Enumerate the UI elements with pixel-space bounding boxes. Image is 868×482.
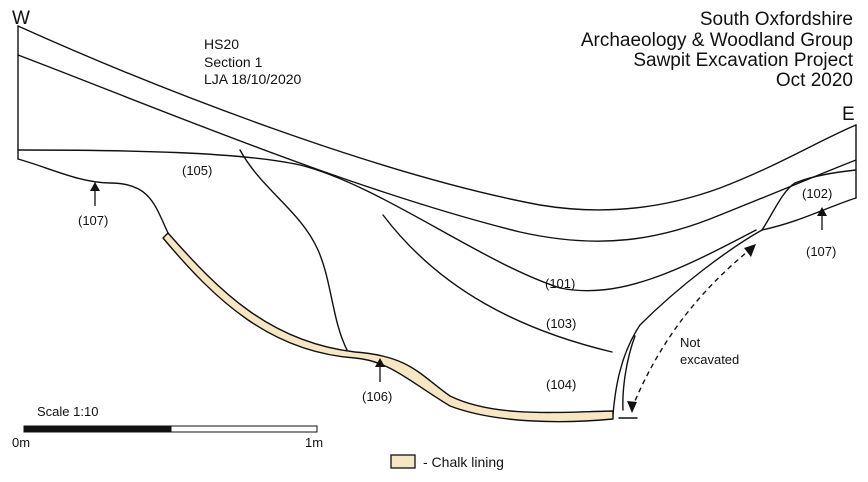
scale-label: Scale 1:10 <box>37 404 98 419</box>
context-106-label: (106) <box>362 389 392 404</box>
info-block: HS20 Section 1 LJA 18/10/2020 <box>204 36 302 87</box>
context-104-label: (104) <box>546 377 576 392</box>
layer-107-right-line <box>761 197 857 231</box>
not-excavated-line-1: Not <box>680 335 701 350</box>
not-excavated-arrow-head-down <box>627 401 637 413</box>
not-excavated-line-2: excavated <box>680 352 739 367</box>
scale-bar-black-segment <box>23 425 172 433</box>
context-103-label: (103) <box>546 316 576 331</box>
context-102-label: (102) <box>802 186 832 201</box>
section-bottom-line <box>17 158 169 234</box>
fill-interface-line <box>239 149 348 351</box>
legend-chalk-swatch <box>390 454 416 469</box>
cut-edge-right-line <box>612 229 763 416</box>
info-line-3: LJA 18/10/2020 <box>204 71 302 87</box>
scale-end-label: 1m <box>305 435 323 450</box>
context-107-right-label: (107) <box>806 244 836 259</box>
cut-edge-lower-line <box>622 335 636 411</box>
legend-chalk-label: - Chalk lining <box>423 454 504 470</box>
pointer-106-head <box>375 358 385 367</box>
not-excavated-dashed-arrow <box>631 247 753 409</box>
info-line-2: Section 1 <box>204 54 263 70</box>
context-107-left-label: (107) <box>78 213 108 228</box>
title-block: South Oxfordshire Archaeology & Woodland… <box>581 9 854 91</box>
scale-bar: Scale 1:10 0m 1m <box>12 404 323 450</box>
scale-bar-white-segment <box>170 425 318 433</box>
context-101-label: (101) <box>545 276 575 291</box>
pointer-107-left-head <box>90 182 100 191</box>
scale-start-label: 0m <box>12 435 30 450</box>
not-excavated-arrow-head-up <box>744 244 756 257</box>
west-label: W <box>12 8 30 29</box>
title-line-2: Archaeology & Woodland Group <box>581 30 853 51</box>
topsoil-base-line <box>17 54 857 242</box>
layer-103-base-line <box>382 214 613 353</box>
layer-101-base-line <box>17 149 757 292</box>
title-line-3: Sawpit Excavation Project <box>633 50 853 71</box>
info-line-1: HS20 <box>204 36 239 52</box>
east-label: E <box>842 104 855 125</box>
layer-102-line <box>761 169 857 231</box>
pointer-107-right-head <box>817 207 827 216</box>
top-surface-line <box>17 25 857 211</box>
legend: - Chalk lining <box>390 454 504 470</box>
title-line-1: South Oxfordshire <box>700 9 853 30</box>
context-105-label: (105) <box>182 163 212 178</box>
chalk-lining-band <box>162 232 614 423</box>
title-line-4: Oct 2020 <box>776 70 853 91</box>
